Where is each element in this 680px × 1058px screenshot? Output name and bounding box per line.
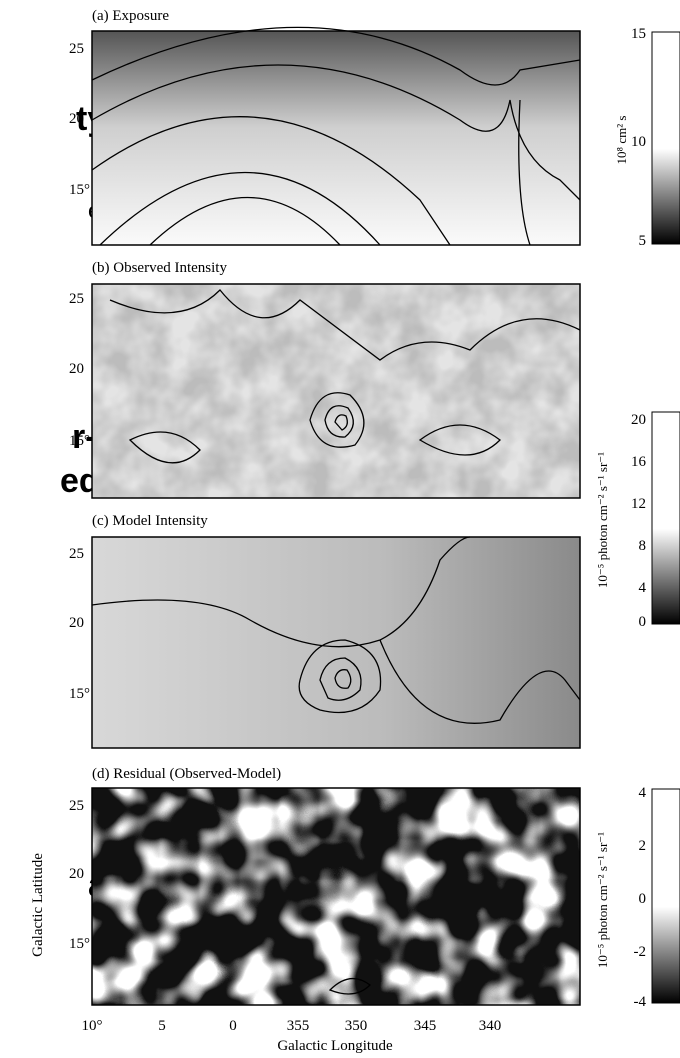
- y-axis-title: Galactic Latitude: [30, 853, 46, 957]
- x-tick-label: 355: [287, 1018, 310, 1034]
- colorbar-d: 4 2 0 -2 -4 10⁻⁵ photon cm⁻² s⁻¹ sr⁻¹: [595, 785, 680, 1010]
- colorbar-a: 15 10 5 10⁸ cm² s: [614, 26, 680, 249]
- panel-title: (b) Observed Intensity: [92, 260, 227, 276]
- colorbar-bc: 20 16 12 8 4 0 10⁻⁵ photon cm⁻² s⁻¹ sr⁻¹: [595, 411, 680, 630]
- map-b: [91, 283, 581, 499]
- colorbar-label: 10⁻⁵ photon cm⁻² s⁻¹ sr⁻¹: [595, 452, 610, 588]
- x-axis: 10° 5 0 355 350 345 340 Galactic Longitu…: [82, 1018, 502, 1054]
- colorbar-tick: -2: [634, 944, 647, 960]
- colorbar-tick: 5: [639, 233, 647, 249]
- colorbar-tick: 4: [639, 785, 647, 801]
- map-a: [91, 26, 581, 246]
- y-tick-label: 20: [69, 615, 84, 631]
- colorbar-tick: 2: [639, 838, 647, 854]
- panel-title: (d) Residual (Observed-Model): [92, 766, 281, 782]
- colorbar-label: 10⁻⁵ photon cm⁻² s⁻¹ sr⁻¹: [595, 832, 610, 968]
- y-tick-label: 20: [69, 866, 84, 882]
- colorbar-tick: 12: [631, 496, 646, 512]
- panel-title: (a) Exposure: [92, 8, 169, 24]
- colorbar-tick: 15: [631, 26, 646, 42]
- colorbar-label: 10⁸ cm² s: [614, 116, 629, 165]
- y-tick-label: 20: [69, 111, 84, 127]
- colorbar-tick: 0: [639, 614, 647, 630]
- x-tick-label: 10°: [82, 1018, 103, 1034]
- colorbar-tick: -4: [634, 994, 647, 1010]
- y-tick-label: 25: [69, 546, 84, 562]
- y-tick-label: 20: [69, 361, 84, 377]
- colorbar-tick: 4: [639, 580, 647, 596]
- map-c: [91, 536, 581, 749]
- x-axis-title: Galactic Longitude: [277, 1038, 393, 1054]
- panel-title: (c) Model Intensity: [92, 513, 208, 529]
- y-tick-label: 15°: [69, 936, 90, 952]
- x-tick-label: 350: [345, 1018, 368, 1034]
- colorbar-tick: 20: [631, 412, 646, 428]
- y-tick-label: 25: [69, 291, 84, 307]
- colorbar-tick: 16: [631, 454, 647, 470]
- map-d: [91, 787, 581, 1006]
- colorbar-tick: 8: [639, 538, 647, 554]
- y-tick-label: 15°: [69, 686, 90, 702]
- y-tick-label: 25: [69, 41, 84, 57]
- y-tick-label: 25: [69, 798, 84, 814]
- y-tick-label: 15°: [69, 182, 90, 198]
- x-tick-label: 0: [229, 1018, 237, 1034]
- colorbar-tick: 0: [639, 891, 647, 907]
- x-tick-label: 340: [479, 1018, 502, 1034]
- colorbar-tick: 10: [631, 134, 646, 150]
- x-tick-label: 5: [158, 1018, 166, 1034]
- y-tick-label: 15°: [69, 433, 90, 449]
- x-tick-label: 345: [414, 1018, 437, 1034]
